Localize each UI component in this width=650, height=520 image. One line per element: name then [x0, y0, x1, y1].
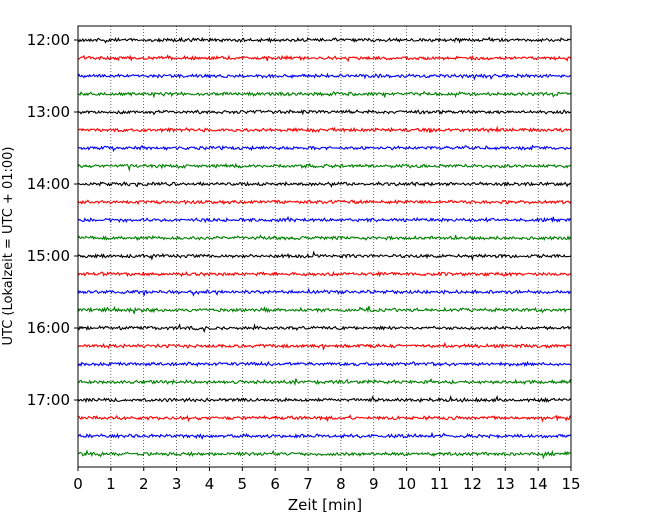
trace-1530	[77, 287, 572, 297]
trace-1630	[77, 360, 572, 368]
trace-1315	[77, 125, 572, 134]
x-tick-label: 11	[430, 475, 449, 493]
trace-1645	[77, 377, 572, 386]
trace-1745	[77, 449, 572, 460]
x-tick-label: 0	[73, 475, 83, 493]
x-axis-ticks: 0 1 2 3 4 5 6 7 8 9 10 11 12 13 14 15	[73, 467, 581, 493]
x-tick-label: 3	[172, 475, 182, 493]
y-axis-ticks: 12:00 13:00 14:00 15:00 16:00 17:00	[27, 31, 78, 409]
x-tick-label: 1	[106, 475, 116, 493]
y-axis-label: UTC (Lokalzeit = UTC + 01:00)	[1, 147, 16, 346]
x-tick-label: 12	[463, 475, 482, 493]
x-tick-label: 9	[369, 475, 379, 493]
trace-1300	[77, 108, 572, 116]
trace-1500	[77, 250, 572, 262]
x-tick-label: 6	[270, 475, 280, 493]
y-tick-label: 14:00	[27, 175, 70, 193]
y-tick-label: 17:00	[27, 391, 70, 409]
x-tick-label: 13	[496, 475, 515, 493]
x-tick-label: 5	[238, 475, 248, 493]
trace-1245	[77, 90, 572, 99]
trace-1730	[77, 431, 572, 440]
seismic-traces	[77, 36, 572, 460]
trace-1400	[77, 180, 572, 189]
trace-1615	[77, 341, 572, 350]
trace-1600	[77, 323, 572, 334]
trace-1700	[77, 394, 572, 404]
trace-1545	[77, 305, 572, 314]
x-tick-label: 14	[529, 475, 548, 493]
x-tick-label: 4	[205, 475, 215, 493]
y-tick-label: 16:00	[27, 319, 70, 337]
trace-1430	[77, 215, 572, 224]
y-tick-label: 13:00	[27, 103, 70, 121]
trace-1200	[77, 36, 572, 44]
trace-1715	[77, 414, 572, 423]
plot-frame	[77, 25, 572, 468]
x-tick-label: 7	[303, 475, 313, 493]
trace-1230	[77, 72, 572, 81]
trace-1215	[77, 54, 572, 63]
trace-1345	[77, 162, 572, 172]
y-tick-label: 12:00	[27, 31, 70, 49]
x-axis-label: Zeit [min]	[288, 496, 362, 514]
x-tick-label: 8	[336, 475, 346, 493]
y-tick-label: 15:00	[27, 247, 70, 265]
trace-1415	[77, 199, 572, 206]
x-tick-label: 15	[561, 475, 580, 493]
trace-1445	[77, 234, 572, 242]
x-tick-label: 2	[139, 475, 149, 493]
x-tick-label: 10	[397, 475, 416, 493]
trace-1330	[77, 144, 572, 153]
trace-1515	[77, 270, 572, 278]
